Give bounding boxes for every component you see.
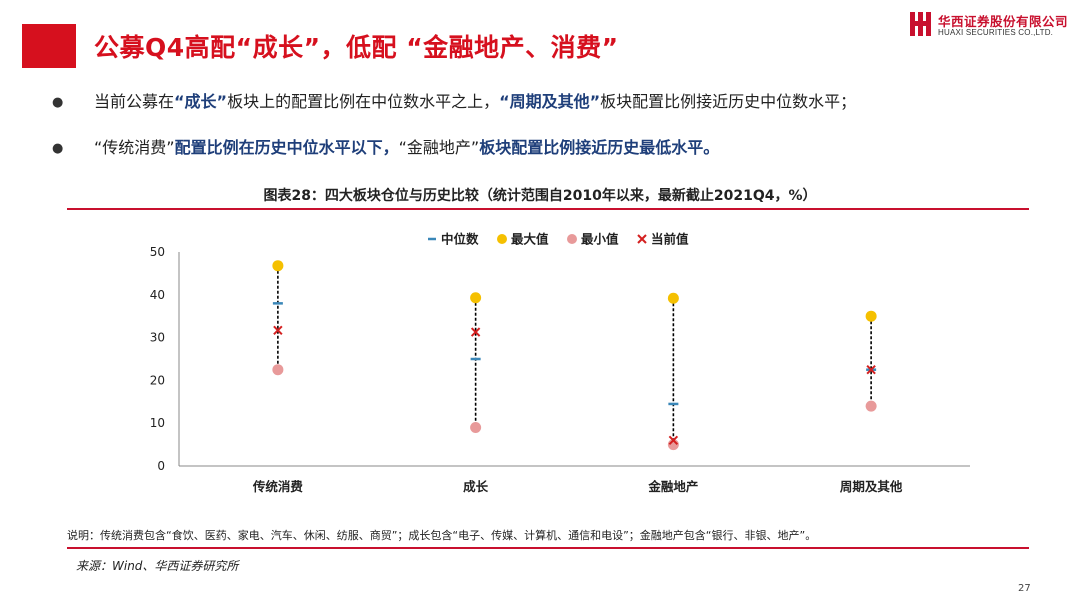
y-tick-label: 30	[150, 331, 165, 345]
legend-current-marker	[637, 234, 647, 244]
legend-circle-marker	[567, 234, 577, 244]
logo-english-name: HUAXI SECURITIES CO.,LTD.	[938, 28, 1054, 37]
note-divider	[67, 547, 1029, 549]
current-point	[866, 364, 876, 375]
figure-note: 说明：传统消费包含“食饮、医药、家电、汽车、休闲、纺服、商贸”；成长包含“电子、…	[67, 529, 817, 542]
y-tick-label: 50	[150, 245, 165, 259]
y-tick-label: 40	[150, 288, 165, 302]
max-point	[865, 310, 877, 322]
min-point	[272, 364, 284, 376]
y-tick-label: 20	[150, 373, 165, 387]
legend-label: 最小值	[581, 232, 619, 247]
current-point	[668, 435, 679, 446]
x-tick-label: 成长	[463, 479, 489, 494]
legend-label: 中位数	[441, 232, 479, 247]
y-tick-label: 10	[150, 416, 165, 430]
bullet-text: “传统消费”配置比例在历史中位水平以下，“金融地产”板块配置比例接近历史最低水平…	[94, 138, 720, 157]
max-point	[470, 292, 482, 304]
bullet-item: ● “传统消费”配置比例在历史中位水平以下，“金融地产”板块配置比例接近历史最低…	[52, 137, 1062, 160]
huaxi-logo-icon	[910, 12, 931, 36]
legend-circle-marker	[497, 234, 507, 244]
min-point	[470, 421, 482, 433]
bullet-item: ● 当前公募在“成长”板块上的配置比例在中位数水平之上，“周期及其他”板块配置比…	[52, 91, 1062, 114]
bullet-list: ● 当前公募在“成长”板块上的配置比例在中位数水平之上，“周期及其他”板块配置比…	[52, 91, 1062, 183]
max-point	[667, 292, 679, 304]
company-logo: 华西证券股份有限公司 HUAXI SECURITIES CO.,LTD.	[908, 9, 1073, 41]
page-number: 27	[1018, 583, 1031, 594]
bullet-dot-icon: ●	[52, 95, 64, 110]
caption-divider	[67, 208, 1029, 210]
x-tick-label: 金融地产	[647, 479, 698, 494]
title-accent-bar	[22, 24, 76, 68]
x-tick-label: 传统消费	[252, 479, 304, 494]
legend-label: 当前值	[651, 232, 689, 247]
max-point	[272, 260, 284, 272]
figure-source: 来源：Wind、华西证券研究所	[76, 559, 239, 573]
bullet-dot-icon: ●	[52, 141, 64, 156]
x-tick-label: 周期及其他	[840, 479, 903, 494]
y-tick-label: 0	[157, 459, 165, 473]
current-point	[470, 327, 481, 337]
logo-chinese-name: 华西证券股份有限公司	[938, 14, 1069, 29]
bullet-text: 当前公募在“成长”板块上的配置比例在中位数水平之上，“周期及其他”板块配置比例接…	[94, 92, 857, 111]
legend-label: 最大值	[511, 232, 549, 247]
figure-caption: 图表28：四大板块仓位与历史比较（统计范围自2010年以来，最新截止2021Q4…	[263, 188, 817, 204]
current-point	[273, 325, 283, 336]
page-title: 公募Q4高配“成长”，低配 “金融地产、消费”	[94, 33, 619, 62]
min-point	[865, 400, 877, 412]
